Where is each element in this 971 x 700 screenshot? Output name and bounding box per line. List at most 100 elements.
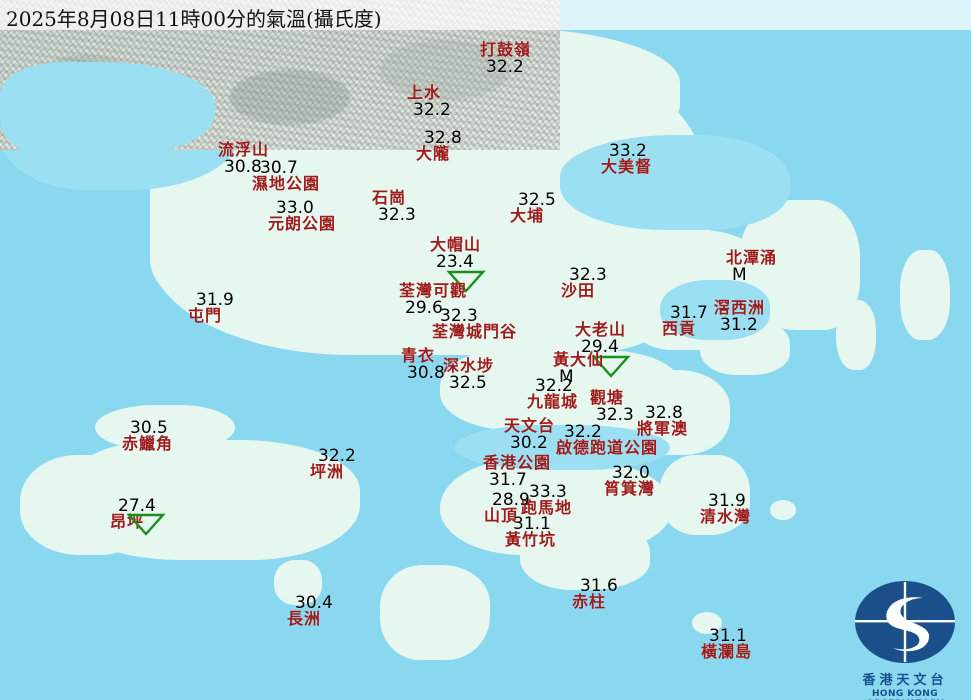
hko-logo-mark xyxy=(855,581,955,663)
station-value: 31.7 xyxy=(670,303,708,323)
hko-logo: 香港天文台 HONG KONG OBSERVATORY xyxy=(845,580,965,700)
station-value: 30.4 xyxy=(295,593,333,613)
station-marker: 31.7 西貢 xyxy=(662,305,708,337)
bay-sai-kung-inlet xyxy=(660,280,770,340)
station-marker: 32.3 沙田 xyxy=(561,267,607,299)
station-marker: 石崗 32.3 xyxy=(372,190,416,224)
station-value: 32.3 xyxy=(596,405,634,425)
land-cheung-chau xyxy=(274,560,322,605)
land-hki-south xyxy=(520,520,650,590)
cool-station-triangle-icon xyxy=(432,251,486,293)
station-name: 濕地公園 xyxy=(252,174,321,193)
station-marker: 32.2 九龍城 xyxy=(527,378,578,410)
station-value: 30.8 xyxy=(224,157,262,177)
station-name: 荃灣城門谷 xyxy=(432,322,518,341)
page-title: 2025年8月08日11時00分的氣溫(攝氏度) xyxy=(6,7,382,31)
station-name: 石崗 xyxy=(372,188,407,207)
station-value: 31.9 xyxy=(708,491,746,511)
station-name: 荃灣可觀 xyxy=(399,281,468,300)
station-name: 筲箕灣 xyxy=(604,479,656,498)
station-value: 31.6 xyxy=(580,576,618,596)
station-name: 橫瀾島 xyxy=(701,642,753,661)
station-marker: 荃灣可觀 29.6 xyxy=(399,283,467,317)
station-name: 黃竹坑 xyxy=(505,530,557,549)
station-value: 28.9 xyxy=(492,490,530,510)
station-marker: 30.5 赤鱲角 xyxy=(122,420,173,452)
station-value: 29.4 xyxy=(581,337,619,357)
mainland-texture-blob-3 xyxy=(380,40,510,100)
station-marker: 觀塘 32.3 xyxy=(590,390,634,424)
station-value: 32.2 xyxy=(318,446,356,466)
station-name: 黃大仙 xyxy=(553,350,605,369)
station-name: 打鼓嶺 xyxy=(480,40,532,59)
station-name: 九龍城 xyxy=(527,392,579,411)
station-value: 33.2 xyxy=(609,141,647,161)
station-name: 西貢 xyxy=(662,319,697,338)
station-name: 昂坪 xyxy=(110,512,145,531)
station-value: 32.3 xyxy=(378,205,416,225)
land-chek-lap-kok xyxy=(95,405,235,450)
station-marker: 流浮山 30.8 xyxy=(218,142,269,176)
station-marker: 打鼓嶺 32.2 xyxy=(480,42,531,76)
station-value: 32.5 xyxy=(449,373,487,393)
station-value: 30.8 xyxy=(407,363,445,383)
station-value: 31.9 xyxy=(196,290,234,310)
station-name: 觀塘 xyxy=(590,388,625,407)
station-name: 大美督 xyxy=(601,157,653,176)
land-nt-west xyxy=(150,175,400,325)
land-islet-c xyxy=(900,250,950,340)
station-marker: 30.7 濕地公園 xyxy=(252,160,320,192)
station-value: 31.1 xyxy=(709,626,747,646)
station-value: 30.2 xyxy=(510,433,548,453)
station-marker: 32.8 大隴 xyxy=(416,130,462,162)
station-marker: 青衣 30.8 xyxy=(401,348,445,382)
station-value: M xyxy=(732,265,747,285)
station-marker: 33.3 跑馬地 xyxy=(521,484,572,516)
station-value: 33.3 xyxy=(529,482,567,502)
mainland-texture-blob-2 xyxy=(230,70,350,125)
station-marker: 32.3 荃灣城門谷 xyxy=(432,308,517,340)
station-marker: 黃大仙 M xyxy=(553,352,604,386)
station-value: 32.5 xyxy=(518,190,556,210)
station-name: 深水埗 xyxy=(443,356,495,375)
station-name: 長洲 xyxy=(287,609,322,628)
station-marker: 大老山 29.4 xyxy=(575,320,631,378)
station-name: 香港公園 xyxy=(483,453,552,472)
station-name: 屯門 xyxy=(188,306,223,325)
station-marker: 32.8 將軍澳 xyxy=(637,405,688,437)
station-name: 滘西洲 xyxy=(714,298,766,317)
station-value: 32.2 xyxy=(486,57,524,77)
station-value: 32.8 xyxy=(645,403,683,423)
station-name: 流浮山 xyxy=(218,140,270,159)
station-marker: 上水 32.2 xyxy=(407,85,451,119)
station-name: 赤柱 xyxy=(572,592,607,611)
station-marker: 31.1 黃竹坑 xyxy=(505,516,556,548)
station-name: 上水 xyxy=(407,83,442,102)
station-marker: 27.4 昂坪 xyxy=(110,498,166,536)
station-marker: 31.6 赤柱 xyxy=(572,578,618,610)
station-name: 啟德跑道公園 xyxy=(556,438,659,457)
bay-tolo-harbour xyxy=(560,135,790,230)
hko-logo-name-en: HONG KONG OBSERVATORY xyxy=(866,689,943,700)
station-value: 32.2 xyxy=(413,100,451,120)
land-lamma xyxy=(380,565,490,660)
station-name: 青衣 xyxy=(401,346,436,365)
station-value: 23.4 xyxy=(436,252,474,272)
station-marker: 32.2 啟德跑道公園 xyxy=(556,424,658,456)
station-name: 大帽山 xyxy=(430,235,482,254)
station-name: 大老山 xyxy=(575,320,627,339)
station-marker: 32.0 筲箕灣 xyxy=(604,465,655,497)
station-marker: 33.2 大美督 xyxy=(601,143,652,175)
station-value: 30.5 xyxy=(130,418,168,438)
station-marker: 31.9 屯門 xyxy=(188,292,234,324)
station-name: 大隴 xyxy=(416,144,451,163)
station-name: 將軍澳 xyxy=(637,419,689,438)
station-name: 清水灣 xyxy=(700,507,752,526)
station-value: M xyxy=(559,367,574,387)
station-value: 29.6 xyxy=(405,298,443,318)
station-marker: 北潭涌 M xyxy=(726,250,777,284)
station-name: 大埔 xyxy=(510,206,545,225)
station-value: 30.7 xyxy=(260,158,298,178)
station-value: 31.2 xyxy=(720,315,758,335)
